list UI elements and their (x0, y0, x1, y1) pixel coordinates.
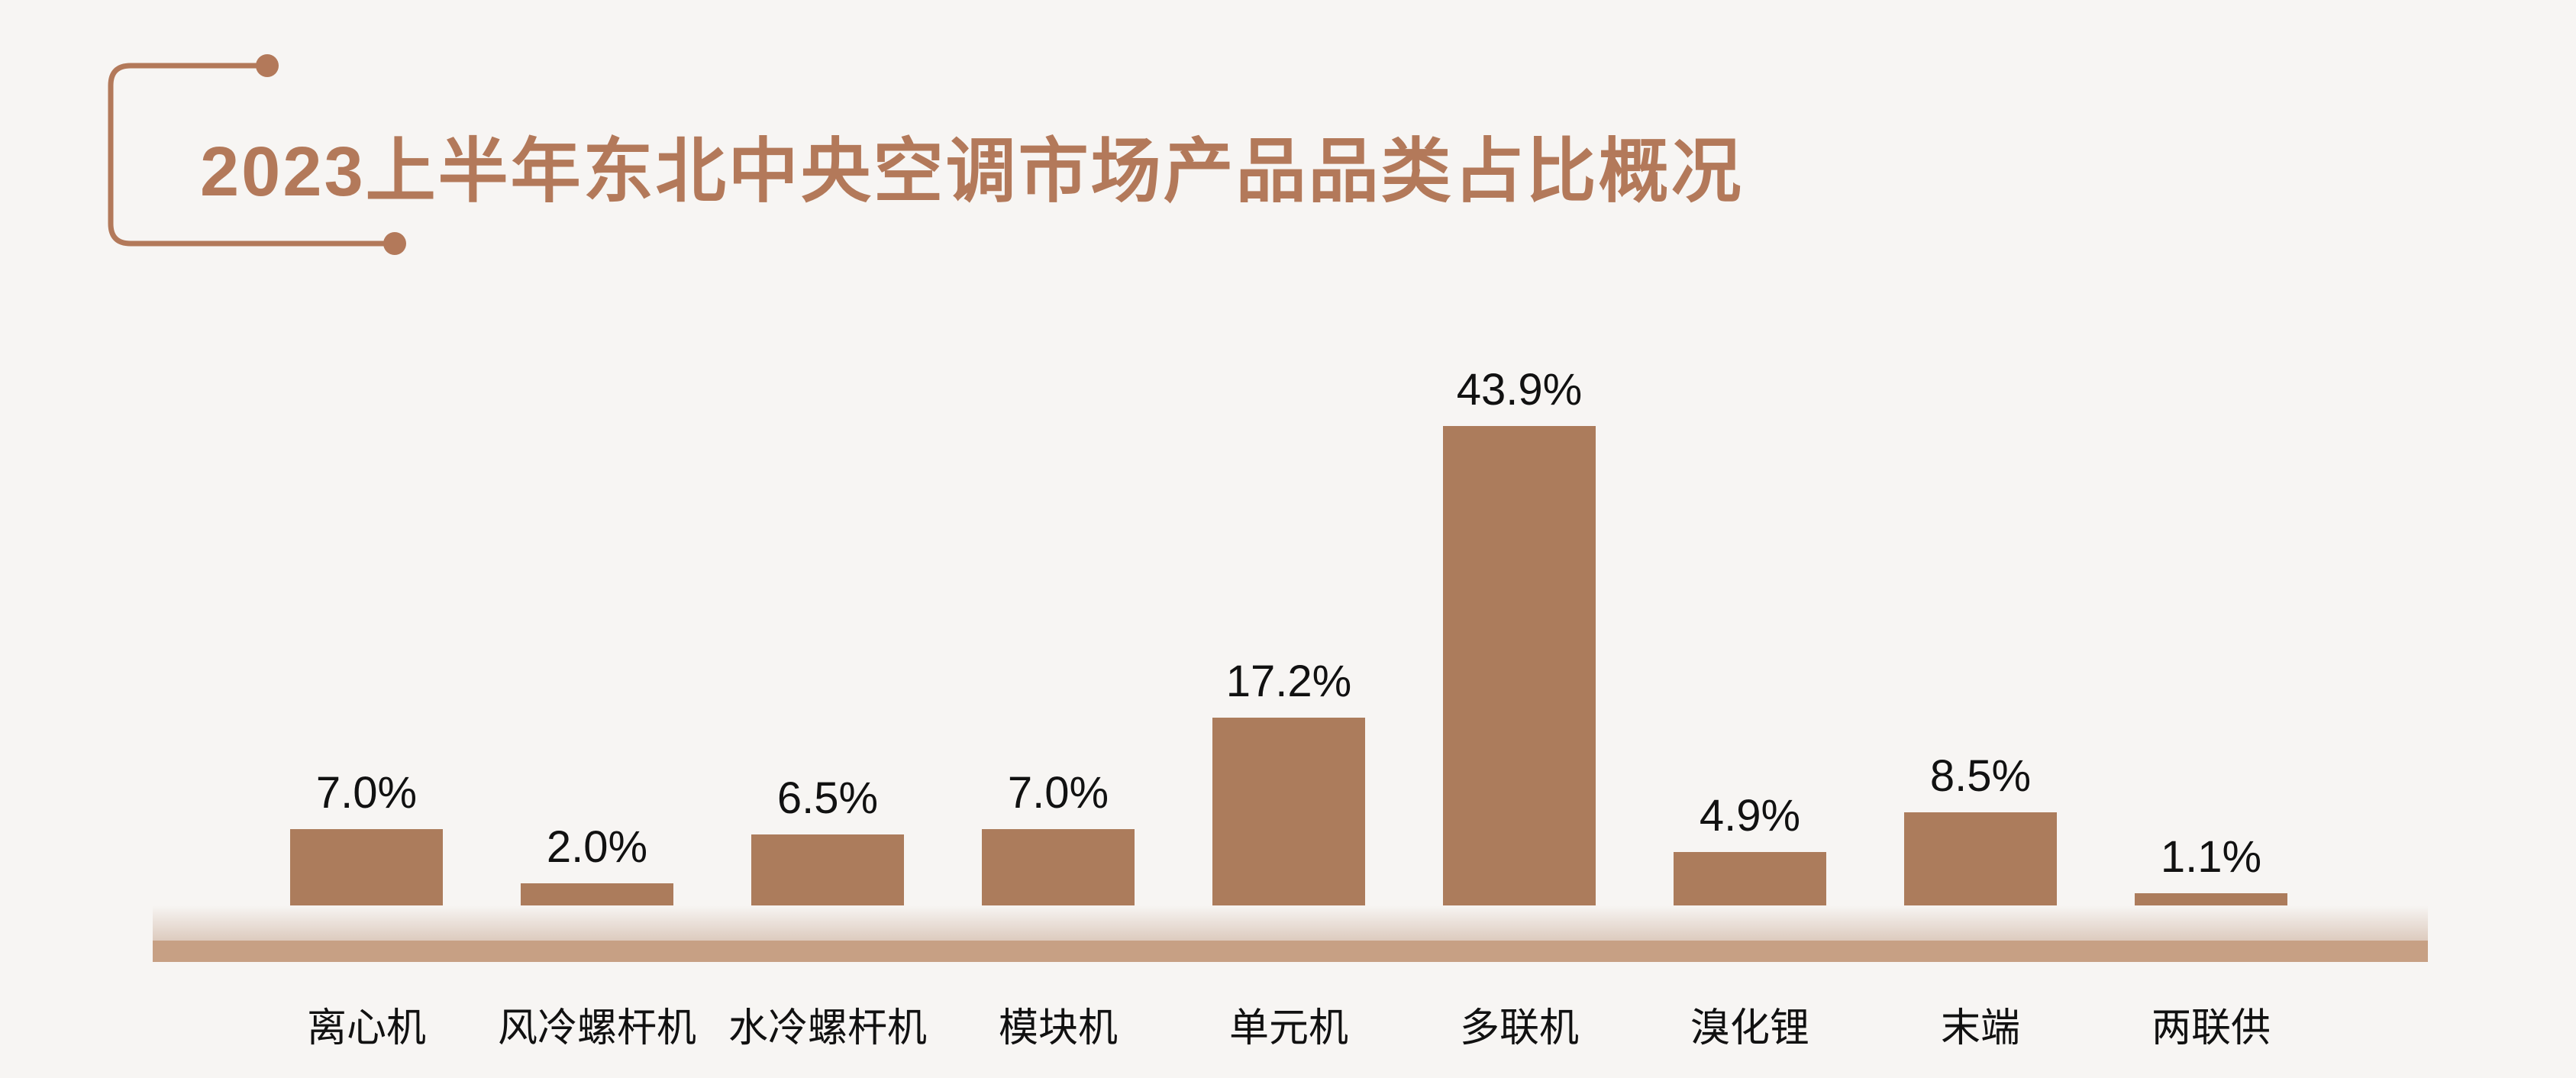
category-label: 末端 (1940, 1006, 2020, 1051)
bar (1443, 426, 1596, 905)
chart-title: 2023上半年东北中央空调市场产品品类占比概况 (200, 133, 1744, 211)
category-label: 离心机 (306, 1006, 426, 1051)
bar-column: 43.9% (1404, 364, 1635, 905)
bar-value-label: 6.5% (776, 773, 879, 823)
bar (2135, 893, 2287, 905)
bar (521, 883, 673, 905)
bars-row: 7.0% 2.0% 6.5% 7.0% 17.2% 43.9% 4.9% 8.5% 1.1% (251, 365, 2326, 905)
bar-column: 1.1% (2096, 831, 2326, 905)
bar (1674, 852, 1826, 905)
bracket-dot-top (256, 54, 279, 77)
bar-value-label: 43.9% (1456, 365, 1583, 415)
bar (1904, 812, 2057, 905)
bar-column: 7.0% (251, 767, 482, 905)
bar (1212, 718, 1365, 905)
bar-value-label: 8.5% (1929, 751, 2032, 801)
category-label: 单元机 (1228, 1006, 1348, 1051)
chart-header: 2023上半年东北中央空调市场产品品类占比概况 (0, 0, 2576, 321)
bar (982, 829, 1135, 905)
category-label: 风冷螺杆机 (497, 1006, 696, 1051)
category-label: 水冷螺杆机 (728, 1006, 927, 1051)
title-bracket-decoration (108, 54, 406, 255)
bar-value-label: 7.0% (315, 768, 418, 818)
floor-strip (153, 941, 2428, 962)
floor-shadow (153, 905, 2428, 941)
bar-value-label: 17.2% (1225, 657, 1352, 706)
bar-value-label: 1.1% (2160, 832, 2262, 882)
bracket-dot-bottom (383, 232, 406, 255)
category-label: 两联供 (2151, 1006, 2271, 1051)
bar-column: 17.2% (1173, 656, 1404, 905)
category-label: 模块机 (998, 1006, 1118, 1051)
bar (751, 834, 904, 905)
category-label: 多联机 (1459, 1006, 1579, 1051)
bar-chart: 7.0% 2.0% 6.5% 7.0% 17.2% 43.9% 4.9% 8.5% 1.1% 离… (153, 365, 2428, 1053)
bar-column: 6.5% (712, 773, 943, 905)
bar-column: 7.0% (943, 767, 1173, 905)
category-labels-row: 离心机 风冷螺杆机 水冷螺杆机 模块机 单元机 多联机 溴化锂 末端 两联供 (251, 996, 2326, 1053)
category-label: 溴化锂 (1690, 1006, 1809, 1051)
bar (290, 829, 443, 905)
bar-column: 2.0% (482, 821, 712, 905)
bar-column: 4.9% (1635, 790, 1865, 905)
bar-value-label: 4.9% (1699, 791, 1801, 841)
bar-value-label: 7.0% (1007, 768, 1109, 818)
bar-column: 8.5% (1865, 750, 2096, 905)
bar-value-label: 2.0% (546, 822, 648, 872)
